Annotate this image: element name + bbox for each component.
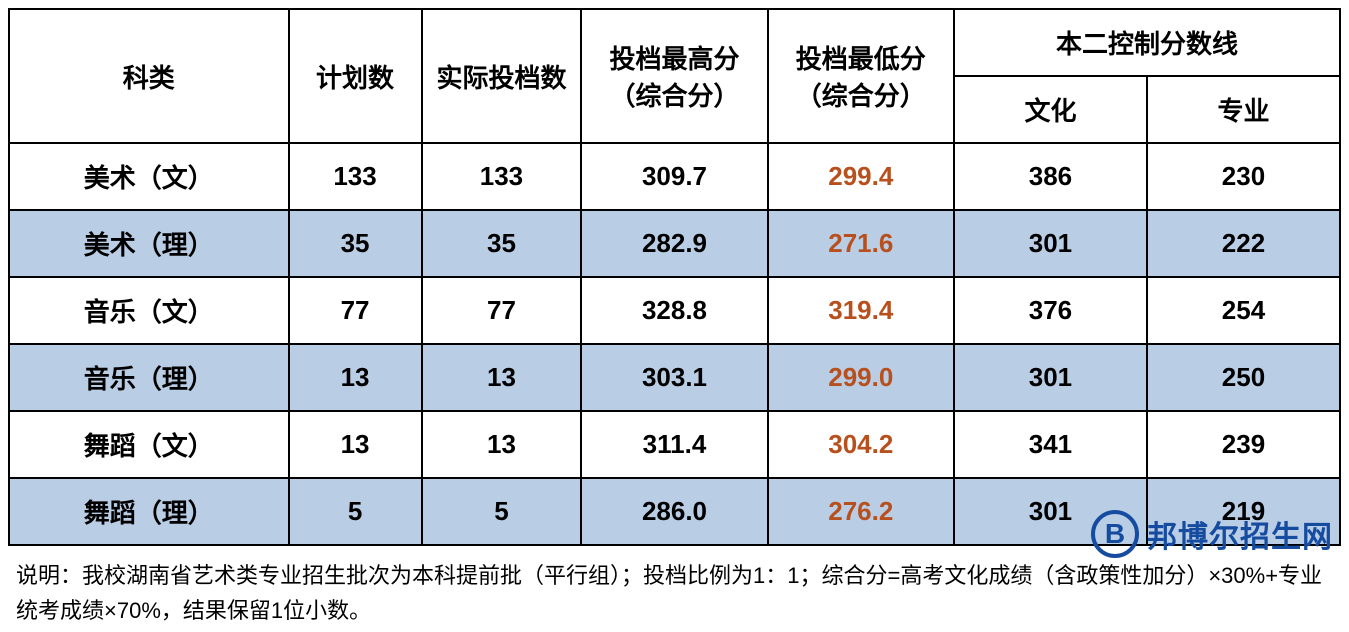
cell-max-score: 282.9 — [581, 210, 767, 277]
cell-actual-count: 13 — [422, 411, 582, 478]
cell-max-score: 286.0 — [581, 478, 767, 545]
cell-plan-count: 13 — [289, 411, 422, 478]
header-tier2-line: 本二控制分数线 — [954, 9, 1340, 76]
admission-score-table: 科类 计划数 实际投档数 投档最高分（综合分） 投档最低分（综合分） 本二控制分… — [8, 8, 1341, 546]
cell-major: 254 — [1147, 277, 1340, 344]
cell-max-score: 309.7 — [581, 143, 767, 210]
cell-max-score: 311.4 — [581, 411, 767, 478]
cell-min-score: 271.6 — [768, 210, 954, 277]
cell-min-score: 299.4 — [768, 143, 954, 210]
cell-category: 舞蹈（理） — [9, 478, 289, 545]
cell-min-score: 299.0 — [768, 344, 954, 411]
cell-culture: 301 — [954, 210, 1147, 277]
cell-plan-count: 133 — [289, 143, 422, 210]
table-row: 音乐（文）7777328.8319.4376254 — [9, 277, 1340, 344]
cell-max-score: 328.8 — [581, 277, 767, 344]
table-row: 舞蹈（文）1313311.4304.2341239 — [9, 411, 1340, 478]
cell-culture: 301 — [954, 344, 1147, 411]
cell-actual-count: 13 — [422, 344, 582, 411]
table-header: 科类 计划数 实际投档数 投档最高分（综合分） 投档最低分（综合分） 本二控制分… — [9, 9, 1340, 143]
table-body: 美术（文）133133309.7299.4386230美术（理）3535282.… — [9, 143, 1340, 545]
cell-actual-count: 77 — [422, 277, 582, 344]
cell-min-score: 319.4 — [768, 277, 954, 344]
cell-major: 230 — [1147, 143, 1340, 210]
cell-category: 音乐（理） — [9, 344, 289, 411]
cell-min-score: 276.2 — [768, 478, 954, 545]
cell-plan-count: 13 — [289, 344, 422, 411]
header-plan-count: 计划数 — [289, 9, 422, 143]
cell-culture: 376 — [954, 277, 1147, 344]
note-text: 说明：我校湖南省艺术类专业招生批次为本科提前批（平行组）；投档比例为1：1；综合… — [8, 554, 1341, 632]
watermark-brand-text: 邦博尔招生网 — [1147, 512, 1333, 556]
cell-major: 250 — [1147, 344, 1340, 411]
cell-actual-count: 133 — [422, 143, 582, 210]
cell-category: 美术（文） — [9, 143, 289, 210]
header-major: 专业 — [1147, 76, 1340, 143]
header-min-score: 投档最低分（综合分） — [768, 9, 954, 143]
header-max-score: 投档最高分（综合分） — [581, 9, 767, 143]
header-culture: 文化 — [954, 76, 1147, 143]
cell-max-score: 303.1 — [581, 344, 767, 411]
cell-category: 美术（理） — [9, 210, 289, 277]
table-row: 美术（文）133133309.7299.4386230 — [9, 143, 1340, 210]
cell-category: 舞蹈（文） — [9, 411, 289, 478]
cell-culture: 386 — [954, 143, 1147, 210]
header-actual-count: 实际投档数 — [422, 9, 582, 143]
cell-plan-count: 35 — [289, 210, 422, 277]
cell-plan-count: 5 — [289, 478, 422, 545]
table-row: 音乐（理）1313303.1299.0301250 — [9, 344, 1340, 411]
cell-major: 222 — [1147, 210, 1340, 277]
cell-category: 音乐（文） — [9, 277, 289, 344]
header-category: 科类 — [9, 9, 289, 143]
cell-min-score: 304.2 — [768, 411, 954, 478]
cell-culture: 341 — [954, 411, 1147, 478]
cell-major: 239 — [1147, 411, 1340, 478]
cell-actual-count: 5 — [422, 478, 582, 545]
table-row: 美术（理）3535282.9271.6301222 — [9, 210, 1340, 277]
cell-actual-count: 35 — [422, 210, 582, 277]
watermark: B 邦博尔招生网 — [1091, 510, 1333, 558]
watermark-logo-icon: B — [1091, 510, 1139, 558]
cell-plan-count: 77 — [289, 277, 422, 344]
